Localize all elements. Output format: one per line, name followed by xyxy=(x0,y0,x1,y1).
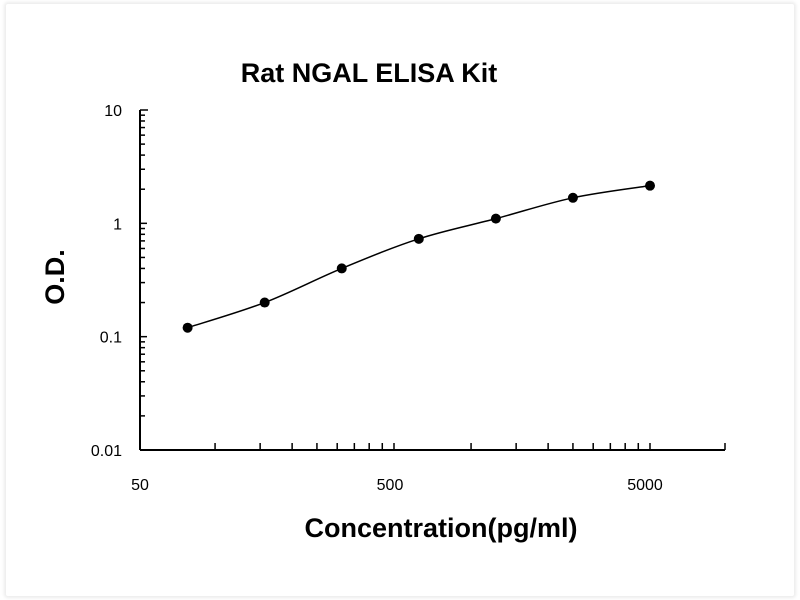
series-line xyxy=(187,184,651,329)
x-tick-label: 5000 xyxy=(627,477,663,494)
y-axis-label: O.D. xyxy=(40,249,70,305)
x-axis-label: Concentration(pg/ml) xyxy=(305,513,578,543)
y-tick-label: 10 xyxy=(104,103,122,120)
data-point xyxy=(336,263,347,274)
data-point xyxy=(645,180,655,191)
data-point xyxy=(182,322,193,333)
data-point xyxy=(567,192,578,203)
x-tick-label: 500 xyxy=(377,477,404,494)
data-point xyxy=(413,233,424,244)
y-tick-label: 1 xyxy=(113,216,122,233)
x-tick-label: 50 xyxy=(131,477,149,494)
y-tick-label: 0.1 xyxy=(100,330,122,347)
chart-title: Rat NGAL ELISA Kit xyxy=(241,58,498,88)
data-point xyxy=(259,297,270,308)
axes: 50 500 5000 10 1 0.1 0.01 xyxy=(91,103,726,494)
data-point xyxy=(490,213,501,224)
y-tick-label: 0.01 xyxy=(91,443,122,460)
data-marks xyxy=(182,180,655,333)
chart-frame xyxy=(6,4,794,596)
